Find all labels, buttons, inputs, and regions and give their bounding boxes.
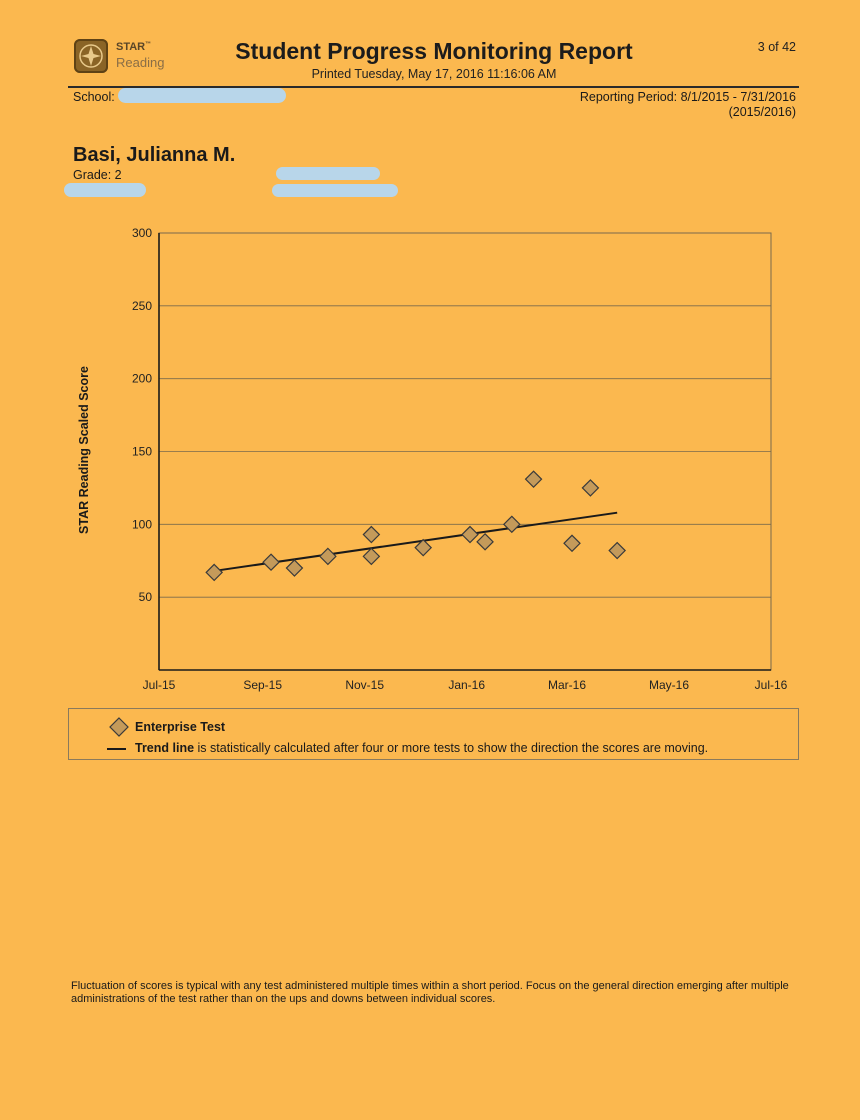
- legend-trend-line-description: is statistically calculated after four o…: [194, 741, 709, 755]
- legend-enterprise-test: Enterprise Test: [135, 720, 226, 734]
- page-number: 3 of 42: [757, 40, 796, 54]
- header-divider: [68, 86, 799, 88]
- chart-legend: [68, 708, 799, 760]
- printed-timestamp: Printed Tuesday, May 17, 2016 11:16:06 A…: [311, 67, 557, 81]
- reporting-period-range: Reporting Period: 8/1/2015 - 7/31/2016: [579, 90, 796, 104]
- footnote: Fluctuation of scores is typical with an…: [71, 980, 789, 1005]
- y-tick-label: 200: [132, 372, 152, 386]
- student-name: Basi, Julianna M.: [73, 144, 236, 166]
- data-point-diamond: [502, 515, 521, 534]
- data-point-diamond: [414, 538, 433, 557]
- x-tick-label: Nov-15: [345, 678, 384, 692]
- legend-trend-line-icon: [107, 748, 126, 750]
- y-tick-label: 100: [132, 517, 152, 531]
- data-point-diamond: [524, 470, 543, 489]
- data-point-diamond: [362, 547, 381, 566]
- y-tick-label: 250: [132, 299, 152, 313]
- reporting-period: Reporting Period: 8/1/2015 - 7/31/2016 (…: [580, 90, 796, 120]
- data-point-diamond: [461, 525, 479, 544]
- data-point-diamond: [362, 525, 381, 544]
- star-reading-logo-icon: [74, 39, 108, 73]
- redacted-student-info: [64, 183, 146, 197]
- data-point-diamond: [476, 532, 494, 551]
- legend-diamond-icon: [109, 717, 129, 742]
- x-tick-label: Jul-15: [143, 678, 176, 692]
- data-point-diamond: [285, 559, 304, 577]
- y-tick-label: 150: [132, 445, 152, 459]
- y-tick-label: 50: [139, 590, 153, 604]
- data-point-diamond: [205, 563, 224, 582]
- redacted-school-name: [118, 88, 286, 103]
- data-point-diamond: [581, 479, 600, 497]
- reporting-period-year: (2015/2016): [728, 105, 796, 119]
- x-tick-label: Jan-16: [448, 678, 485, 692]
- logo-brand: STAR™: [116, 41, 152, 53]
- logo-product: Reading: [116, 55, 165, 70]
- report-title: Student Progress Monitoring Report: [235, 38, 633, 64]
- data-point-diamond: [563, 534, 581, 553]
- legend-trend-line: Trend line is statistically calculated a…: [135, 741, 708, 755]
- x-tick-label: Jul-16: [755, 678, 788, 692]
- progress-chart: 50 100 150 200 250 300 Jul-15 Sep-15 Nov-15 Jan-1…: [132, 226, 788, 692]
- redacted-student-info: [272, 184, 398, 197]
- data-point-diamond: [262, 553, 280, 572]
- redacted-student-info: [276, 167, 380, 180]
- y-tick-label: 300: [132, 226, 152, 240]
- school-label: School:: [73, 90, 115, 104]
- data-point-diamond: [319, 547, 337, 566]
- legend-trend-line-label: Trend line: [135, 741, 195, 755]
- x-tick-label: May-16: [649, 678, 689, 692]
- x-tick-label: Sep-15: [243, 678, 282, 692]
- trend-line: [214, 511, 618, 572]
- x-tick-label: Mar-16: [548, 678, 586, 692]
- student-grade: Grade: 2: [73, 168, 122, 182]
- data-point-diamond: [608, 541, 627, 560]
